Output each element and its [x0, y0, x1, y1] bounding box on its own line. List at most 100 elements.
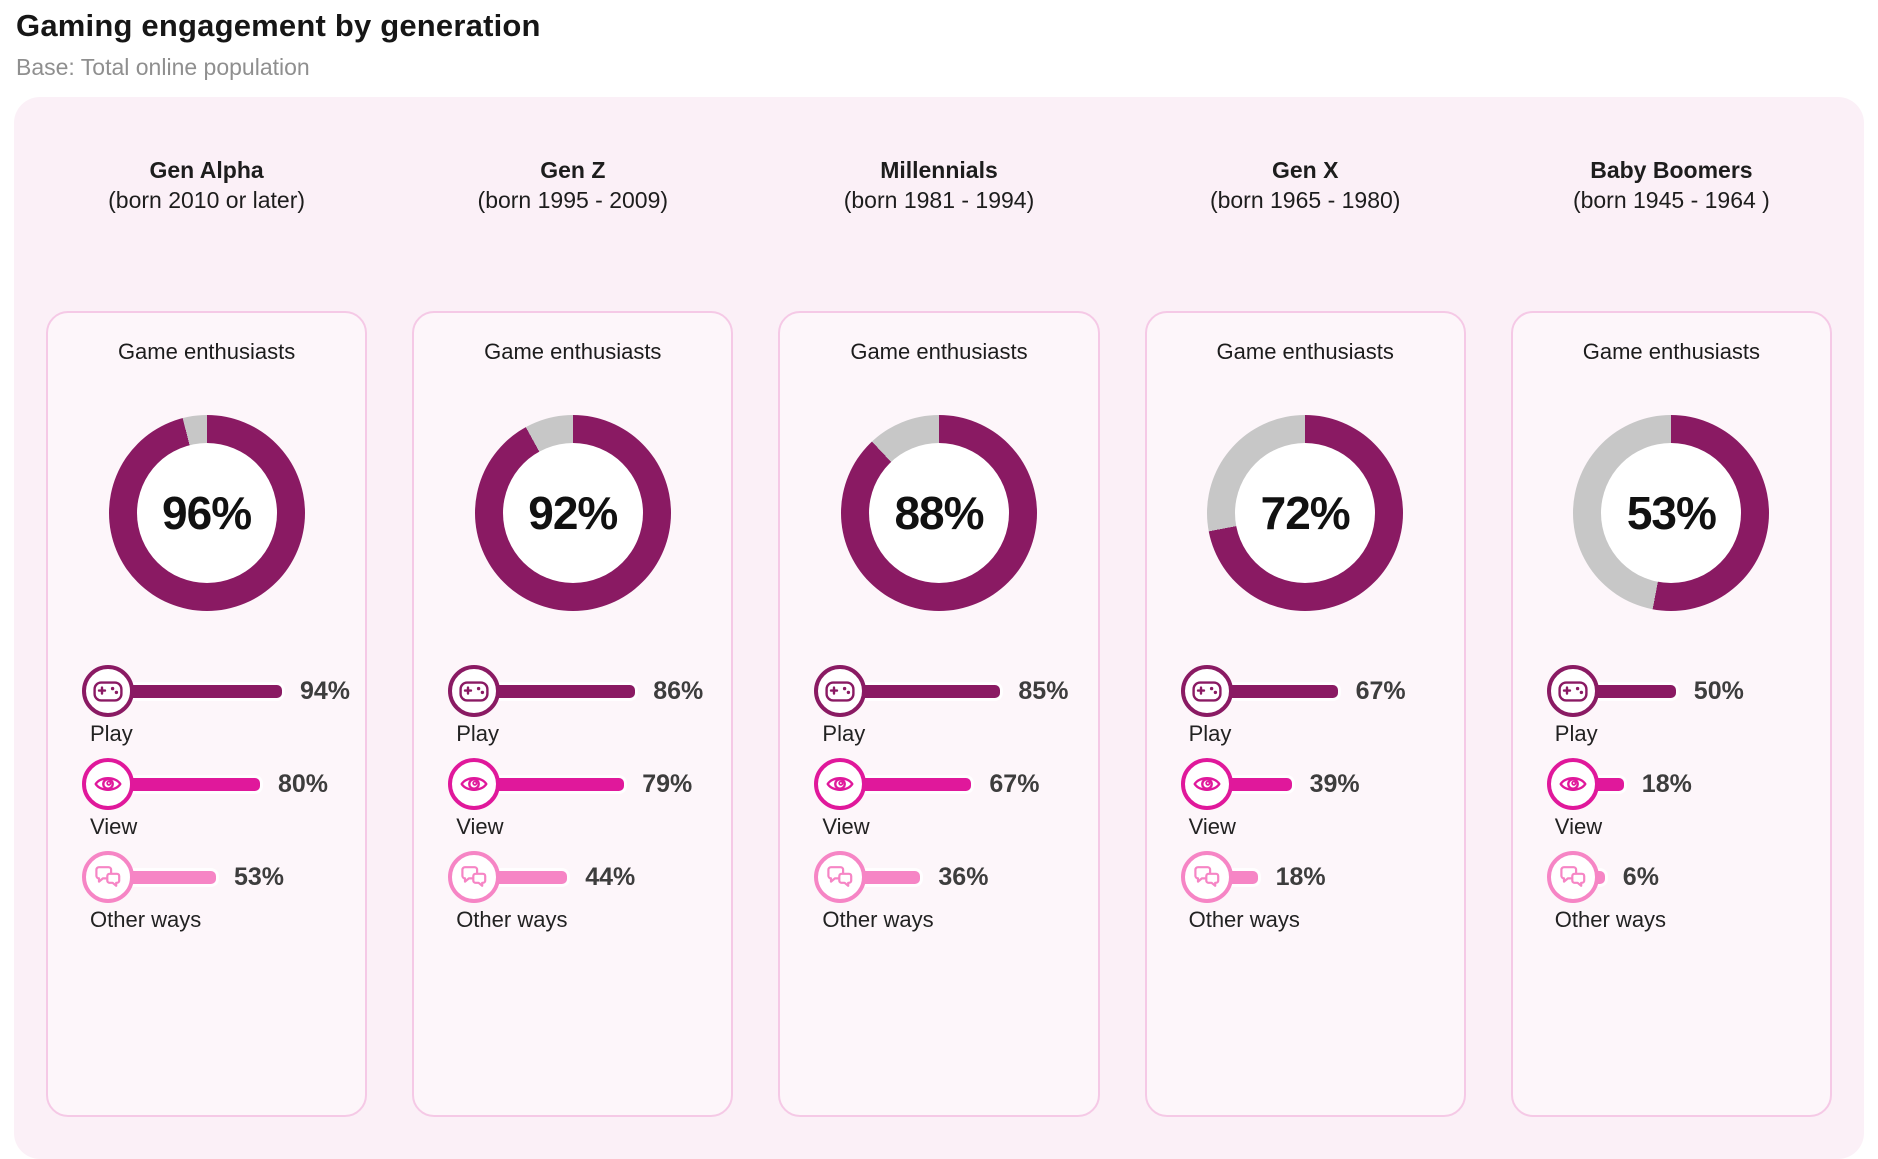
card-title: Game enthusiasts: [484, 339, 662, 364]
enthusiasts-percentage: 92%: [528, 487, 618, 539]
generation-name: Gen Alpha: [149, 157, 264, 183]
generation-header: Gen X (born 1965 - 1980): [1145, 155, 1466, 215]
generation-columns: Gen Alpha (born 2010 or later) Game enth…: [46, 155, 1832, 1117]
generation-born-range: (born 1981 - 1994): [843, 187, 1035, 213]
engagement-rows: 86% Play 79%: [414, 665, 731, 933]
donut-hole: 92%: [502, 443, 643, 583]
generation-born-range: (born 1995 - 2009): [477, 187, 669, 213]
view-row: 79% View: [448, 758, 731, 840]
play-label: Play: [1188, 721, 1232, 746]
view-bar-line: 79%: [448, 758, 731, 810]
generation-born-range: (born 2010 or later): [108, 187, 306, 213]
page-title: Gaming engagement by generation: [16, 8, 541, 43]
generation-column: Gen X (born 1965 - 1980) Game enthusiast…: [1144, 155, 1466, 1117]
play-value: 86%: [653, 676, 704, 705]
engagement-rows: 94% Play 80%: [48, 665, 365, 933]
generation-born-range: (born 1945 - 1964 ): [1572, 187, 1770, 213]
generation-header: Baby Boomers (born 1945 - 1964 ): [1511, 155, 1832, 215]
view-row: 18% View: [1546, 758, 1830, 840]
other-ways-bar-line: 6%: [1546, 851, 1830, 903]
play-bar-line: 86%: [448, 665, 731, 717]
other-ways-row: 44% Other ways: [448, 851, 731, 933]
generation-name: Baby Boomers: [1590, 157, 1753, 183]
card-title: Game enthusiasts: [850, 339, 1028, 364]
other-ways-label: Other ways: [1188, 907, 1300, 932]
play-label: Play: [1554, 721, 1598, 746]
enthusiasts-donut-chart: 96%: [108, 415, 305, 611]
card-title: Game enthusiasts: [117, 339, 296, 364]
other-ways-bar: [862, 870, 921, 884]
play-bar-line: 67%: [1180, 665, 1464, 717]
donut-hole: 72%: [1235, 443, 1376, 583]
play-value: 50%: [1693, 676, 1744, 705]
play-bar: [1228, 684, 1338, 698]
engagement-rows: 85% Play 67%: [780, 665, 1097, 933]
play-bar: [496, 684, 636, 698]
other-ways-label: Other ways: [456, 907, 568, 932]
chart-board: Gen Alpha (born 2010 or later) Game enth…: [14, 97, 1864, 1159]
enthusiasts-donut-chart: 88%: [840, 415, 1037, 611]
play-value: 94%: [300, 676, 351, 705]
card-title: Game enthusiasts: [1216, 339, 1394, 364]
other-ways-bar: [1228, 870, 1258, 884]
view-label: View: [90, 814, 138, 839]
generation-column: Gen Z (born 1995 - 2009) Game enthusiast…: [412, 155, 734, 1117]
other-ways-row: 18% Other ways: [1180, 851, 1464, 933]
gamepad-icon: [1180, 665, 1233, 717]
page-subtitle: Base: Total online population: [16, 54, 310, 80]
other-ways-bar-line: 18%: [1180, 851, 1464, 903]
play-row: 85% Play: [814, 665, 1097, 747]
view-value: 80%: [278, 769, 329, 798]
generation-card: Game enthusiasts 88%: [778, 311, 1100, 1117]
card-title: Game enthusiasts: [1582, 339, 1761, 364]
other-ways-bar-line: 53%: [82, 851, 365, 903]
enthusiasts-percentage: 72%: [1260, 487, 1351, 539]
other-ways-value: 6%: [1622, 862, 1659, 891]
view-bar: [862, 777, 972, 791]
view-bar-line: 80%: [82, 758, 365, 810]
gamepad-icon: [448, 665, 501, 717]
play-row: 94% Play: [82, 665, 365, 747]
play-bar-line: 85%: [814, 665, 1097, 717]
other-ways-bar-line: 36%: [814, 851, 1097, 903]
donut-hole: 96%: [136, 443, 277, 583]
view-label: View: [1554, 814, 1603, 839]
enthusiasts-percentage: 96%: [162, 487, 252, 539]
generation-card: Game enthusiasts 92%: [412, 311, 734, 1117]
generation-name: Gen X: [1271, 157, 1339, 183]
generation-card: Game enthusiasts 96%: [46, 311, 368, 1117]
generation-name: Gen Z: [540, 157, 606, 183]
play-label: Play: [456, 721, 499, 746]
eye-icon: [1546, 758, 1599, 810]
enthusiasts-donut-chart: 72%: [1207, 415, 1404, 611]
view-value: 79%: [642, 769, 693, 798]
view-value: 39%: [1309, 769, 1360, 798]
engagement-rows: 67% Play 39%: [1147, 665, 1464, 933]
play-bar: [862, 684, 1001, 698]
view-bar: [130, 777, 260, 791]
chat-bubbles-icon: [448, 851, 501, 903]
page-header: Gaming engagement by generation Base: To…: [0, 0, 1878, 81]
enthusiasts-percentage: 53%: [1626, 487, 1717, 539]
view-label: View: [822, 814, 870, 839]
other-ways-bar: [130, 870, 216, 884]
play-value: 67%: [1355, 676, 1406, 705]
eye-icon: [814, 758, 867, 810]
other-ways-label: Other ways: [90, 907, 202, 932]
eye-icon: [448, 758, 501, 810]
view-row: 80% View: [82, 758, 365, 840]
play-row: 86% Play: [448, 665, 731, 747]
generation-name: Millennials: [880, 157, 998, 183]
generation-header: Millennials (born 1981 - 1994): [778, 155, 1099, 215]
view-bar: [1594, 777, 1624, 791]
view-value: 67%: [989, 769, 1040, 798]
view-bar: [1228, 777, 1292, 791]
engagement-rows: 50% Play 18%: [1513, 665, 1830, 933]
generation-column: Baby Boomers (born 1945 - 1964 ) Game en…: [1510, 155, 1832, 1117]
other-ways-row: 53% Other ways: [82, 851, 365, 933]
other-ways-label: Other ways: [822, 907, 934, 932]
gamepad-icon: [814, 665, 867, 717]
enthusiasts-donut-chart: 92%: [474, 415, 671, 611]
donut-hole: 53%: [1601, 443, 1742, 583]
gamepad-icon: [1546, 665, 1599, 717]
